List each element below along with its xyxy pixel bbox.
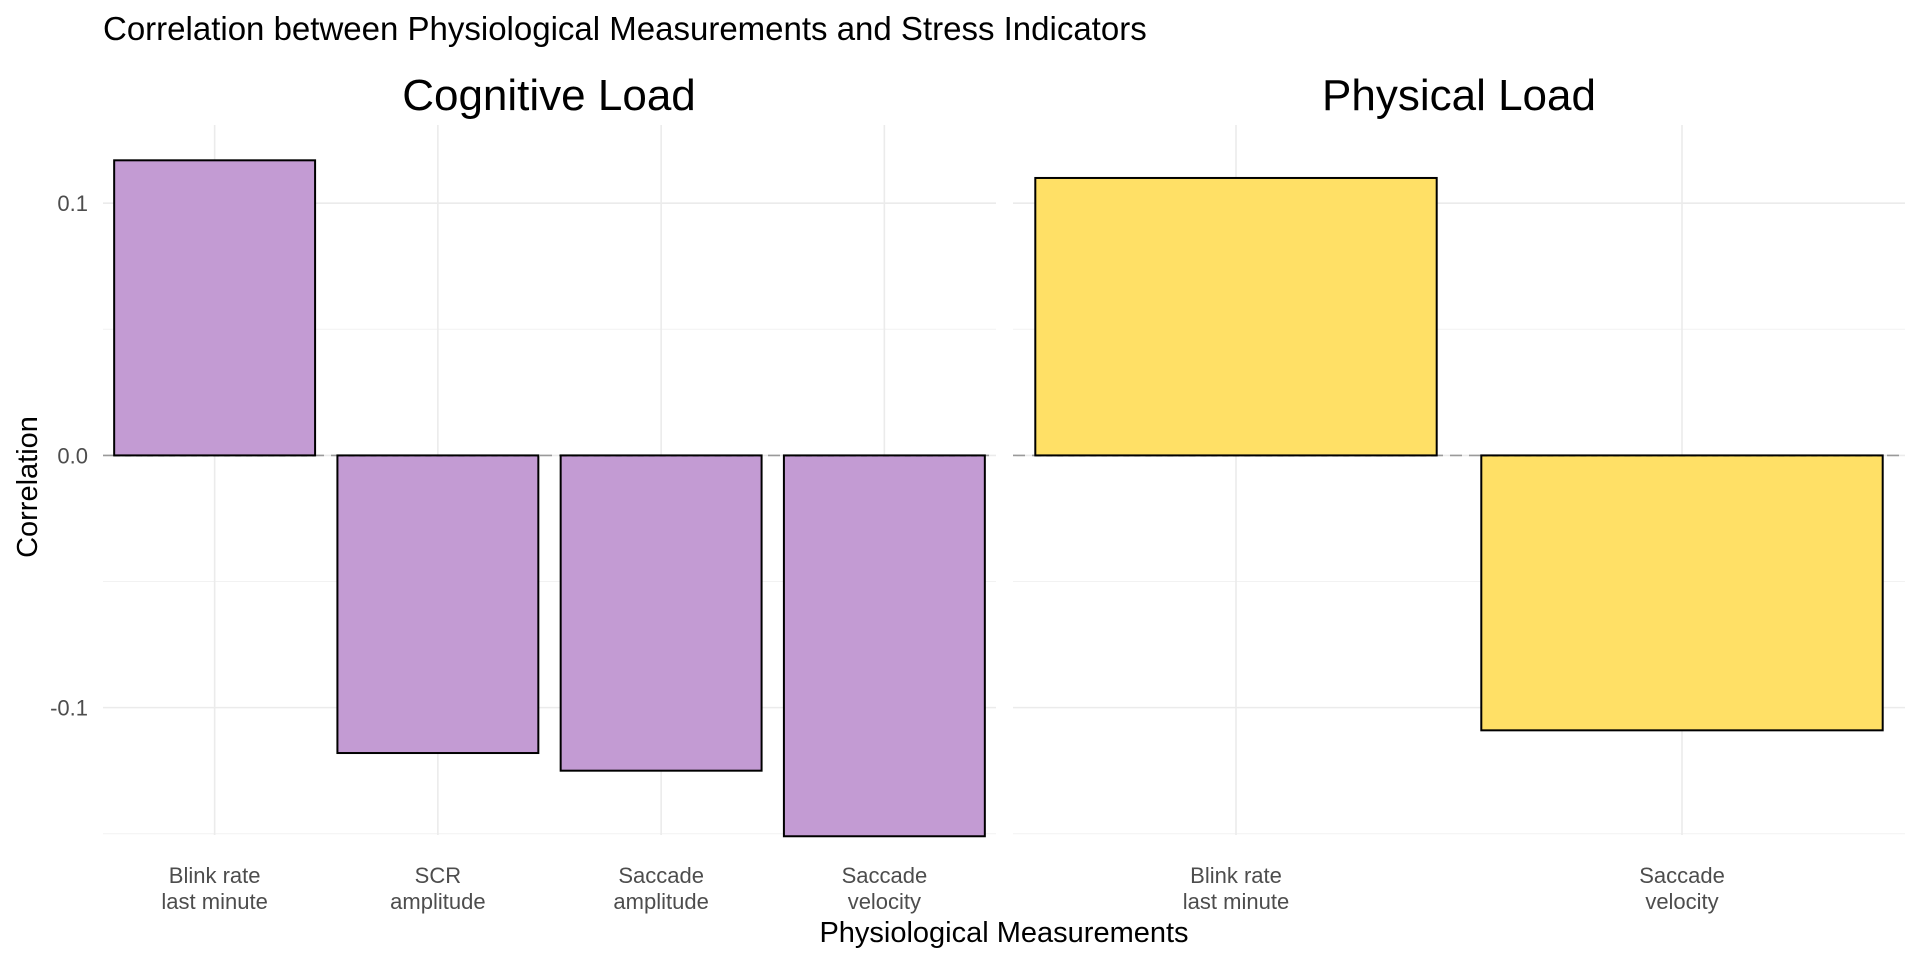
x-tick-label-cognitive-load-3: Saccade velocity [842,863,928,914]
x-tick-label-cognitive-load-0: Blink rate last minute [161,863,267,914]
x-tick-label-cognitive-load-1: SCR amplitude [390,863,485,914]
x-tick-label-line: Blink rate [1190,863,1282,888]
x-tick-label-physical-load-1: Saccade velocity [1639,863,1725,914]
x-axis-title: Physiological Measurements [819,917,1188,949]
y-axis-title: Correlation [12,416,44,558]
x-tick-label-cognitive-load-2: Saccade amplitude [613,863,708,914]
facet-title-cognitive-load: Cognitive Load [402,71,696,120]
facet-title-physical-load: Physical Load [1322,71,1596,120]
bars-physical-load [1034,176,1884,732]
bar-physical-load-0 [1034,176,1438,457]
x-tick-label-line: Saccade [842,863,928,888]
x-tick-labels-physical-load: Blink rate last minute Saccade velocity [1183,863,1725,914]
x-tick-label-line: last minute [161,889,267,914]
bar-cognitive-load-1 [336,454,540,755]
x-tick-label-line: last minute [1183,889,1289,914]
y-tick-label-0: 0.1 [57,191,88,216]
y-tick-labels: 0.1 0.0 -0.1 [50,191,88,720]
x-tick-label-line: SCR [415,863,461,888]
bar-cognitive-load-2 [559,454,763,772]
y-tick-label-1: 0.0 [57,443,88,468]
x-tick-label-line: Saccade [618,863,704,888]
x-tick-label-line: velocity [848,889,921,914]
x-tick-label-line: velocity [1645,889,1718,914]
x-tick-label-line: Saccade [1639,863,1725,888]
bar-physical-load-1 [1480,454,1884,732]
chart-title: Correlation between Physiological Measur… [103,10,1147,47]
bar-cognitive-load-0 [113,159,317,457]
x-tick-label-physical-load-0: Blink rate last minute [1183,863,1289,914]
x-tick-label-line: amplitude [390,889,485,914]
y-tick-label-2: -0.1 [50,696,88,721]
bars-cognitive-load [113,159,986,838]
panel-physical-load: Physical Load Blink rate last minute Sacca… [1013,71,1905,914]
bar-cognitive-load-3 [782,454,986,838]
x-tick-label-line: Blink rate [169,863,261,888]
x-tick-label-line: amplitude [613,889,708,914]
